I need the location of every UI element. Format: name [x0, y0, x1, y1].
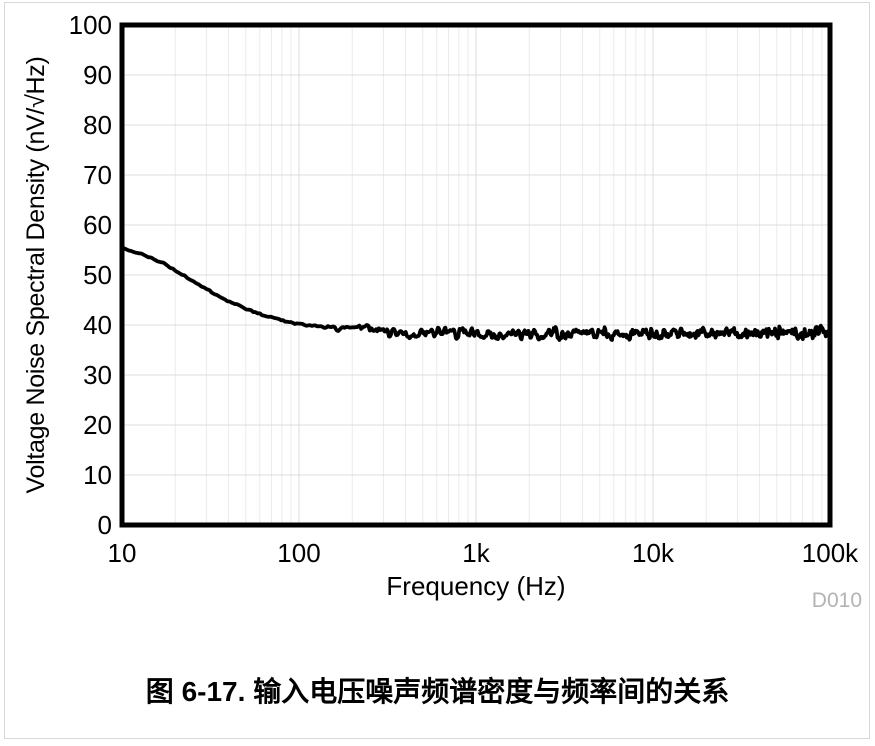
- x-tick-label-10k: 10k: [632, 538, 674, 568]
- y-tick-label-0: 0: [97, 510, 112, 540]
- y-axis-title: Voltage Noise Spectral Density (nV/√Hz): [22, 56, 50, 494]
- y-tick-label-60: 60: [83, 210, 112, 240]
- plot-frame: [119, 22, 833, 528]
- y-tick-label-50: 50: [83, 260, 112, 290]
- figure-caption: 图 6-17. 输入电压噪声频谱密度与频率间的关系: [0, 674, 875, 710]
- noise-density-chart: [119, 22, 833, 528]
- y-tick-label-10: 10: [83, 460, 112, 490]
- y-tick-label-40: 40: [83, 310, 112, 340]
- grid-major: [122, 25, 830, 525]
- x-axis-title: Frequency (Hz): [386, 571, 566, 601]
- chart-code-label: D010: [811, 589, 862, 612]
- y-tick-label-80: 80: [83, 110, 112, 140]
- figure-caption-title: 输入电压噪声频谱密度与频率间的关系: [253, 676, 730, 707]
- noise-curve: [120, 245, 832, 342]
- y-tick-label-20: 20: [83, 410, 112, 440]
- y-tick-label-30: 30: [83, 360, 112, 390]
- y-tick-label-100: 100: [68, 10, 112, 40]
- figure-caption-number: 图 6-17.: [145, 676, 246, 707]
- x-tick-label-100k: 100k: [801, 538, 859, 568]
- x-tick-label-1k: 1k: [462, 538, 490, 568]
- y-tick-label-70: 70: [83, 160, 112, 190]
- x-tick-label-100: 100: [277, 538, 321, 568]
- y-tick-label-90: 90: [83, 60, 112, 90]
- x-tick-label-10: 10: [107, 538, 137, 568]
